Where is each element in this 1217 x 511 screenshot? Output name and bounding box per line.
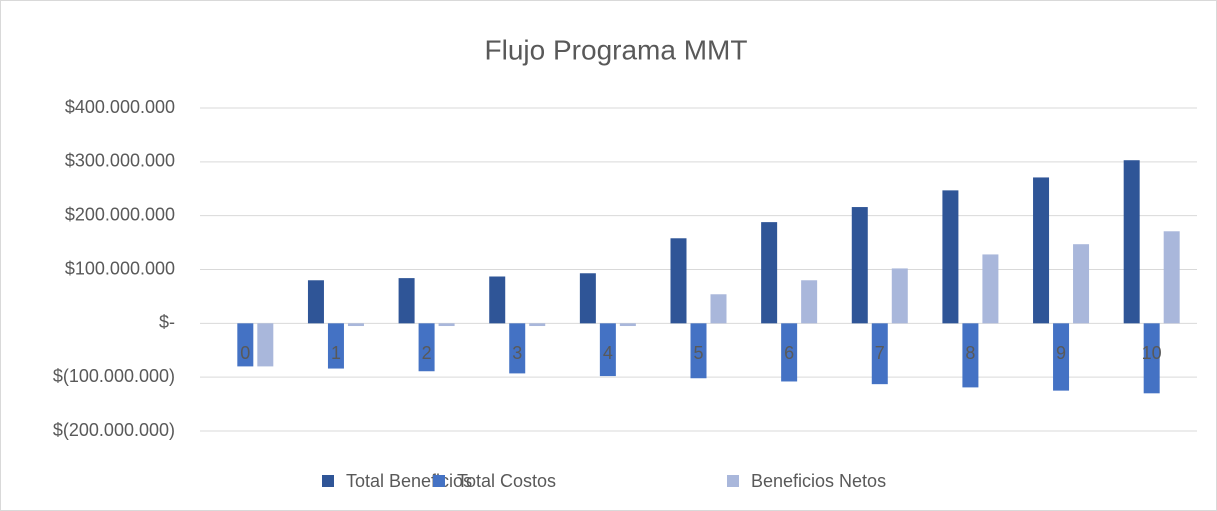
x-tick-label: 3 xyxy=(512,343,522,363)
x-tick-label: 4 xyxy=(603,343,613,363)
bar xyxy=(1033,177,1050,324)
y-tick-label: $100.000.000 xyxy=(65,258,175,278)
bar xyxy=(710,294,727,324)
bar xyxy=(418,323,435,372)
bar xyxy=(398,278,415,324)
bar xyxy=(307,280,324,324)
bar xyxy=(438,323,455,327)
bar xyxy=(942,190,959,324)
bar xyxy=(690,323,707,379)
bar xyxy=(529,323,546,327)
bar xyxy=(599,323,616,377)
y-tick-label: $300.000.000 xyxy=(65,151,175,171)
x-tick-label: 7 xyxy=(875,343,885,363)
bar xyxy=(1123,160,1140,324)
legend-swatch xyxy=(727,475,739,487)
y-tick-label: $400.000.000 xyxy=(65,97,175,117)
bar xyxy=(347,323,364,327)
legend-swatch xyxy=(433,475,445,487)
bar xyxy=(851,207,868,324)
y-tick-label: $(200.000.000) xyxy=(53,420,175,440)
bar xyxy=(1053,323,1070,391)
bar xyxy=(327,323,344,369)
bar xyxy=(781,323,798,382)
bar xyxy=(891,268,908,324)
bar xyxy=(1073,244,1090,324)
bar xyxy=(619,323,636,327)
bar xyxy=(801,280,818,324)
bar xyxy=(982,254,999,324)
bar xyxy=(489,276,506,324)
chart-title: Flujo Programa MMT xyxy=(485,34,748,65)
x-tick-label: 5 xyxy=(693,343,703,363)
bar xyxy=(237,323,254,367)
bar xyxy=(257,323,274,367)
y-tick-label: $(100.000.000) xyxy=(53,366,175,386)
y-tick-label: $- xyxy=(159,312,175,332)
legend-label: Total Costos xyxy=(457,471,556,491)
x-tick-label: 1 xyxy=(331,343,341,363)
bar xyxy=(962,323,979,388)
x-tick-label: 6 xyxy=(784,343,794,363)
bar xyxy=(509,323,526,374)
bar xyxy=(871,323,888,385)
bar xyxy=(1163,231,1180,324)
x-tick-label: 10 xyxy=(1142,343,1162,363)
x-tick-label: 8 xyxy=(965,343,975,363)
legend-swatch xyxy=(322,475,334,487)
x-tick-label: 2 xyxy=(422,343,432,363)
x-tick-label: 0 xyxy=(240,343,250,363)
legend-label: Total Beneficios xyxy=(346,471,472,491)
bar xyxy=(579,273,596,324)
bar xyxy=(761,222,778,324)
bar xyxy=(1143,323,1160,394)
x-tick-label: 9 xyxy=(1056,343,1066,363)
legend-label: Beneficios Netos xyxy=(751,471,886,491)
bar xyxy=(670,238,687,324)
y-tick-label: $200.000.000 xyxy=(65,204,175,224)
